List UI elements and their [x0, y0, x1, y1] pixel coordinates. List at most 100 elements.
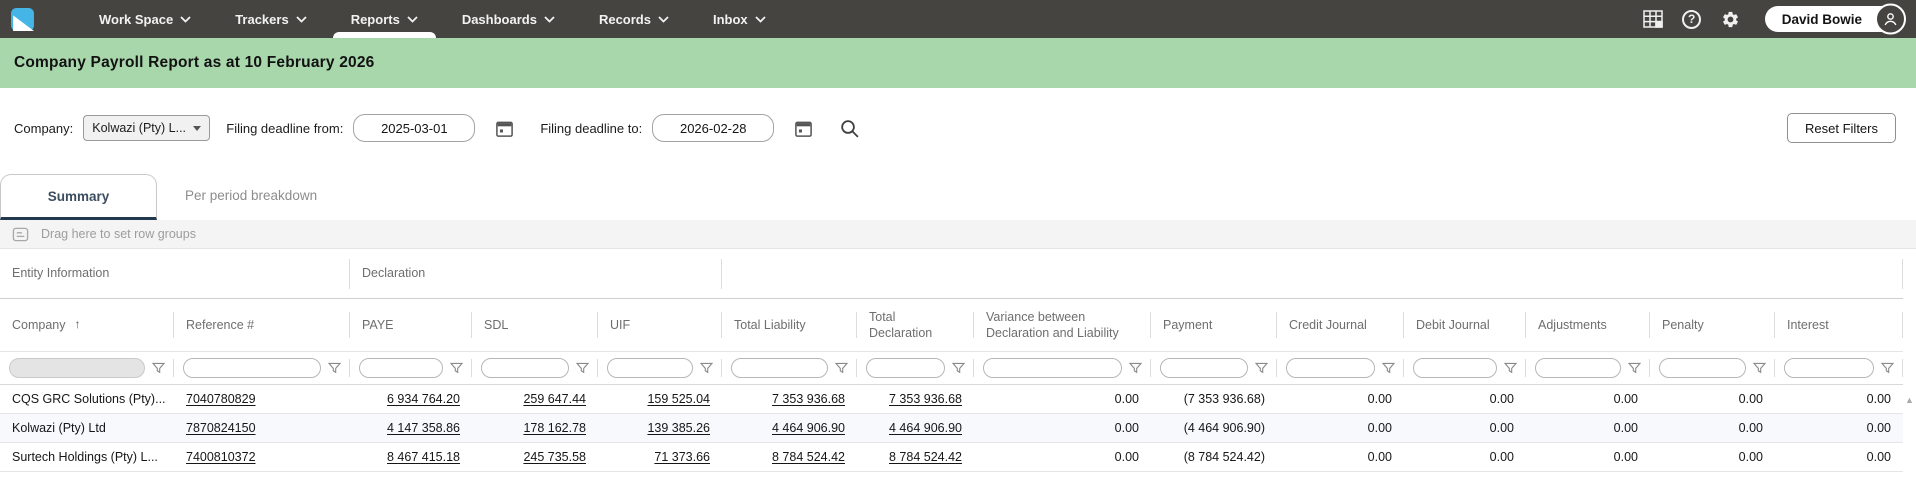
- nav-item-inbox[interactable]: Inbox: [691, 0, 788, 38]
- sort-ascending-icon: ↑: [74, 317, 81, 332]
- table-row: Kolwazi (Pty) Ltd 7870824150 4 147 358.8…: [0, 414, 1903, 443]
- deadline-to-calendar-button[interactable]: [794, 119, 813, 138]
- nav-item-trackers[interactable]: Trackers: [213, 0, 329, 38]
- filter-input-adjustments[interactable]: [1535, 358, 1621, 378]
- deadline-from-calendar-button[interactable]: [495, 119, 514, 138]
- funnel-button[interactable]: [1753, 362, 1766, 374]
- cell-paye-link[interactable]: 4 147 358.86: [387, 421, 460, 435]
- cell-sdl-link[interactable]: 259 647.44: [523, 392, 586, 406]
- cell-sdl-link[interactable]: 178 162.78: [523, 421, 586, 435]
- cell-uif-link[interactable]: 71 373.66: [654, 450, 710, 464]
- filter-input-company[interactable]: [9, 358, 145, 378]
- tab-summary[interactable]: Summary: [0, 174, 157, 220]
- row-group-hint: Drag here to set row groups: [41, 227, 196, 241]
- column-header-total-liability[interactable]: Total Liability: [722, 299, 857, 351]
- search-button[interactable]: [839, 118, 860, 139]
- column-header-sdl[interactable]: SDL: [472, 299, 598, 351]
- building-icon: [1642, 10, 1663, 28]
- filter-bar: Company: Kolwazi (Pty) L... Filing deadl…: [0, 88, 1916, 168]
- chevron-down-icon: [658, 15, 669, 23]
- funnel-button[interactable]: [1129, 362, 1142, 374]
- column-header-paye[interactable]: PAYE: [350, 299, 472, 351]
- user-menu[interactable]: David Bowie: [1764, 3, 1906, 35]
- deadline-to-input[interactable]: [652, 114, 775, 142]
- filter-input-paye[interactable]: [359, 358, 443, 378]
- funnel-button[interactable]: [1628, 362, 1641, 374]
- filter-input-uif[interactable]: [607, 358, 693, 378]
- nav-item-label: Dashboards: [461, 11, 537, 27]
- cell-total-declaration-link[interactable]: 4 464 906.90: [889, 421, 962, 435]
- group-header-row: Entity Information Declaration: [0, 249, 1903, 299]
- reset-filters-button[interactable]: Reset Filters: [1787, 113, 1896, 143]
- column-header-variance[interactable]: Variance between Declaration and Liabili…: [974, 299, 1151, 351]
- funnel-button[interactable]: [1382, 362, 1395, 374]
- funnel-button[interactable]: [1881, 362, 1894, 374]
- nav-item-dashboards[interactable]: Dashboards: [440, 0, 577, 38]
- cell-penalty: 0.00: [1738, 392, 1763, 406]
- column-header-credit-journal[interactable]: Credit Journal: [1277, 299, 1404, 351]
- company-building-button[interactable]: [1642, 8, 1664, 30]
- deadline-from-input[interactable]: [353, 114, 476, 142]
- app-logo-icon[interactable]: [10, 7, 35, 32]
- filter-input-sdl[interactable]: [481, 358, 569, 378]
- vertical-scrollbar[interactable]: ▲: [1903, 390, 1916, 484]
- filter-input-penalty[interactable]: [1659, 358, 1746, 378]
- funnel-button[interactable]: [952, 362, 965, 374]
- cell-total-declaration-link[interactable]: 8 784 524.42: [889, 450, 962, 464]
- cell-reference-link[interactable]: 7040780829: [186, 392, 256, 406]
- filter-input-credit-journal[interactable]: [1286, 358, 1375, 378]
- nav-item-records[interactable]: Records: [577, 0, 691, 38]
- nav-right-cluster: ? David Bowie: [1642, 3, 1908, 35]
- cell-total-liability-link[interactable]: 4 464 906.90: [772, 421, 845, 435]
- funnel-button[interactable]: [1255, 362, 1268, 374]
- cell-total-liability-link[interactable]: 7 353 936.68: [772, 392, 845, 406]
- cell-paye-link[interactable]: 6 934 764.20: [387, 392, 460, 406]
- filter-input-interest[interactable]: [1784, 358, 1874, 378]
- column-header-uif[interactable]: UIF: [598, 299, 722, 351]
- company-select[interactable]: Kolwazi (Pty) L...: [83, 115, 211, 141]
- filter-input-total-liability[interactable]: [731, 358, 828, 378]
- filter-input-debit-journal[interactable]: [1413, 358, 1497, 378]
- cell-paye-link[interactable]: 8 467 415.18: [387, 450, 460, 464]
- column-header-payment[interactable]: Payment: [1151, 299, 1277, 351]
- filter-input-reference[interactable]: [183, 358, 321, 378]
- column-header-debit-journal[interactable]: Debit Journal: [1404, 299, 1526, 351]
- tab-per-period-breakdown[interactable]: Per period breakdown: [185, 188, 318, 203]
- row-group-drop-zone[interactable]: Drag here to set row groups: [0, 220, 1916, 249]
- column-header-company[interactable]: Company ↑: [0, 299, 174, 351]
- nav-item-work-space[interactable]: Work Space: [77, 0, 213, 38]
- cell-penalty: 0.00: [1738, 421, 1763, 435]
- cell-sdl-link[interactable]: 245 735.58: [523, 450, 586, 464]
- cell-reference-link[interactable]: 7400810372: [186, 450, 256, 464]
- cell-interest: 0.00: [1866, 421, 1891, 435]
- cell-reference-link[interactable]: 7870824150: [186, 421, 256, 435]
- funnel-button[interactable]: [700, 362, 713, 374]
- cell-total-liability-link[interactable]: 8 784 524.42: [772, 450, 845, 464]
- settings-button[interactable]: [1720, 8, 1742, 30]
- scroll-up-icon[interactable]: ▲: [1905, 395, 1914, 405]
- cell-total-declaration-link[interactable]: 7 353 936.68: [889, 392, 962, 406]
- avatar: [1875, 3, 1906, 35]
- nav-item-reports[interactable]: Reports: [329, 0, 440, 38]
- column-header-interest[interactable]: Interest: [1775, 299, 1903, 351]
- column-header-reference[interactable]: Reference #: [174, 299, 350, 351]
- column-header-adjustments[interactable]: Adjustments: [1526, 299, 1650, 351]
- funnel-button[interactable]: [450, 362, 463, 374]
- funnel-button[interactable]: [152, 362, 165, 374]
- cell-uif-link[interactable]: 159 525.04: [647, 392, 710, 406]
- funnel-button[interactable]: [1504, 362, 1517, 374]
- filter-input-variance[interactable]: [983, 358, 1122, 378]
- nav-menu: Work Space Trackers Reports Dashboards R…: [77, 0, 788, 38]
- nav-item-label: Reports: [350, 11, 400, 27]
- funnel-button[interactable]: [835, 362, 848, 374]
- column-header-total-declaration[interactable]: Total Declaration: [857, 299, 974, 351]
- help-button[interactable]: ?: [1681, 8, 1703, 30]
- cell-credit-journal: 0.00: [1367, 392, 1392, 406]
- filter-input-total-declaration[interactable]: [866, 358, 945, 378]
- funnel-button[interactable]: [328, 362, 341, 374]
- cell-uif-link[interactable]: 139 385.26: [647, 421, 710, 435]
- payroll-grid: Drag here to set row groups Entity Infor…: [0, 220, 1916, 472]
- column-header-penalty[interactable]: Penalty: [1650, 299, 1775, 351]
- funnel-button[interactable]: [576, 362, 589, 374]
- filter-input-payment[interactable]: [1160, 358, 1248, 378]
